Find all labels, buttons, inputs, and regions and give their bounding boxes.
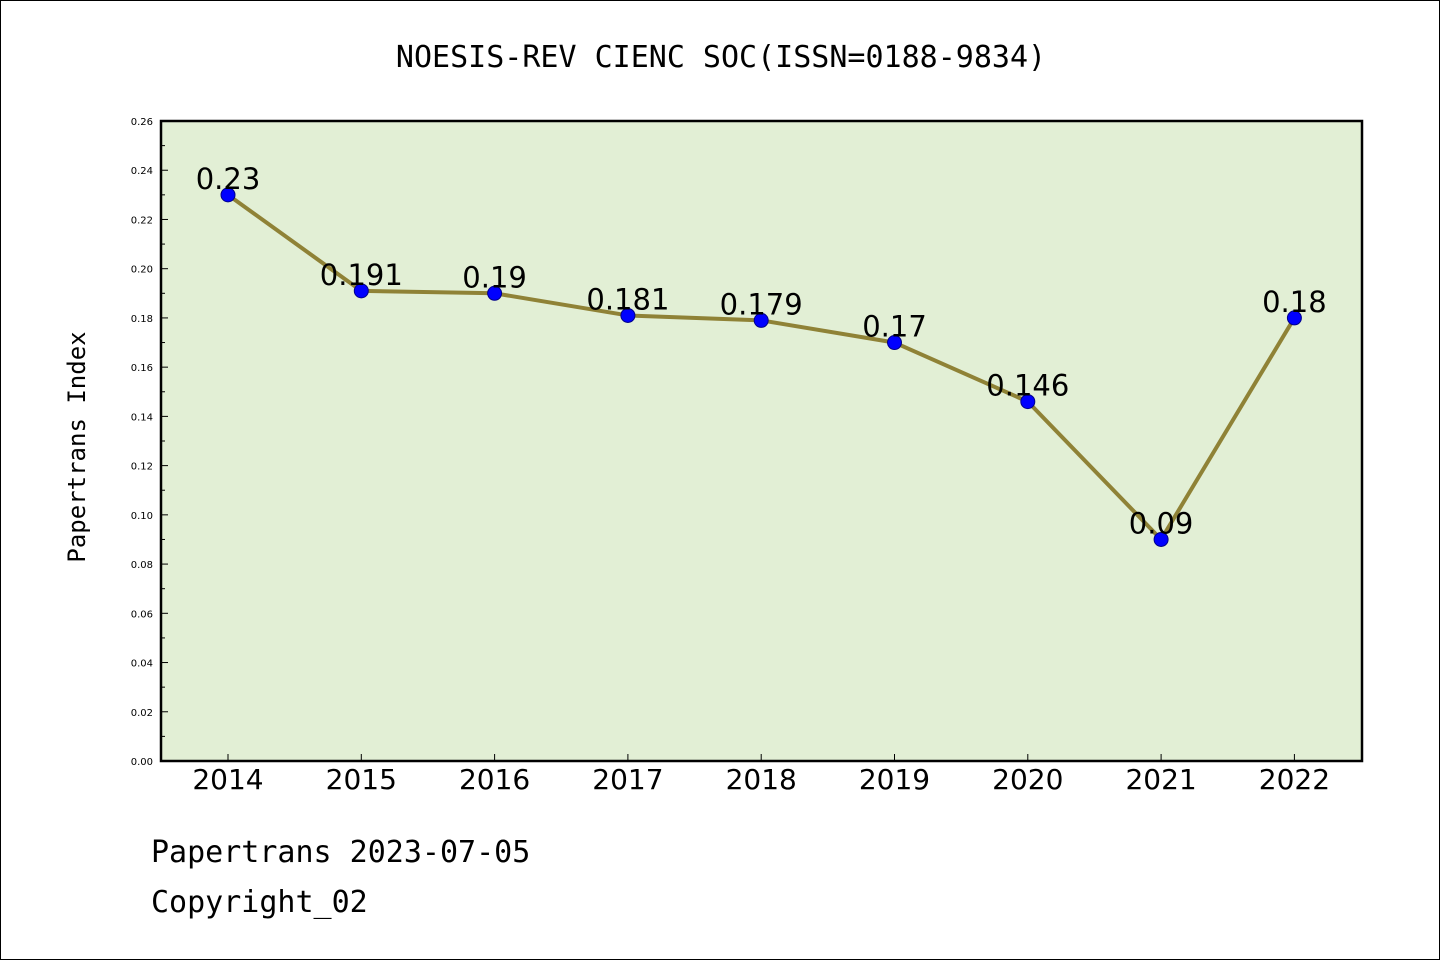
y-tick-label: 0.02 — [131, 708, 153, 719]
y-axis-label: Papertrans Index — [63, 331, 91, 562]
x-axis: 2014 2015 2016 2017 2018 2019 2020 2021 2022 — [192, 754, 1330, 796]
y-tick-label: 0.16 — [131, 363, 153, 374]
y-tick-label: 0.12 — [131, 462, 153, 473]
plot-border — [159, 119, 1364, 763]
data-labels: 0.23 0.191 0.19 0.181 0.179 0.17 0.146 0.09 0.18 — [196, 162, 1327, 541]
x-tick-label: 2016 — [459, 763, 530, 796]
data-point — [353, 283, 369, 299]
data-point — [1153, 531, 1169, 547]
data-point — [487, 285, 503, 301]
y-tick-label: 0.04 — [131, 659, 153, 670]
chart-title: NOESIS-REV CIENC SOC(ISSN=0188-9834) — [396, 40, 1046, 75]
data-point — [753, 312, 769, 328]
data-label: 0.17 — [862, 310, 927, 344]
data-point — [620, 307, 636, 323]
x-tick-label: 2021 — [1125, 763, 1196, 796]
y-tick-label: 0.08 — [131, 560, 153, 571]
y-tick-label: 0.24 — [131, 166, 153, 177]
y-tick-label: 0.18 — [131, 314, 153, 325]
data-point — [1020, 394, 1036, 410]
data-label: 0.23 — [196, 162, 261, 196]
x-tick-label: 2020 — [992, 763, 1063, 796]
y-tick-label: 0.10 — [131, 511, 153, 522]
y-tick-label: 0.26 — [131, 117, 153, 128]
x-tick-label: 2019 — [859, 763, 930, 796]
x-tick-label: 2017 — [592, 763, 663, 796]
y-axis: 0.00 0.02 0.04 0.06 0.08 0.10 0.12 0.14 0.16 0.18… — [131, 117, 168, 768]
y-tick-label: 0.00 — [131, 757, 153, 768]
data-label: 0.18 — [1262, 285, 1327, 319]
data-point — [887, 335, 902, 351]
data-label: 0.181 — [586, 282, 669, 316]
plot-area — [161, 121, 1362, 761]
y-tick-label: 0.22 — [131, 215, 153, 226]
data-label: 0.179 — [720, 287, 803, 321]
footer-copyright: Copyright_02 — [151, 885, 368, 920]
data-label: 0.19 — [462, 260, 527, 294]
data-label: 0.09 — [1129, 506, 1194, 540]
y-tick-label: 0.06 — [131, 609, 153, 620]
footer-date: Papertrans 2023-07-05 — [151, 835, 531, 870]
y-tick-label: 0.20 — [131, 265, 153, 276]
x-tick-label: 2015 — [326, 763, 397, 796]
x-tick-label: 2022 — [1259, 763, 1330, 796]
data-label: 0.191 — [320, 258, 403, 292]
data-label: 0.146 — [986, 369, 1069, 403]
data-markers — [220, 187, 1302, 547]
x-tick-label: 2018 — [726, 763, 797, 796]
data-point — [1286, 310, 1302, 326]
x-tick-label: 2014 — [192, 763, 263, 796]
y-tick-label: 0.14 — [131, 412, 153, 423]
data-point — [220, 187, 236, 203]
